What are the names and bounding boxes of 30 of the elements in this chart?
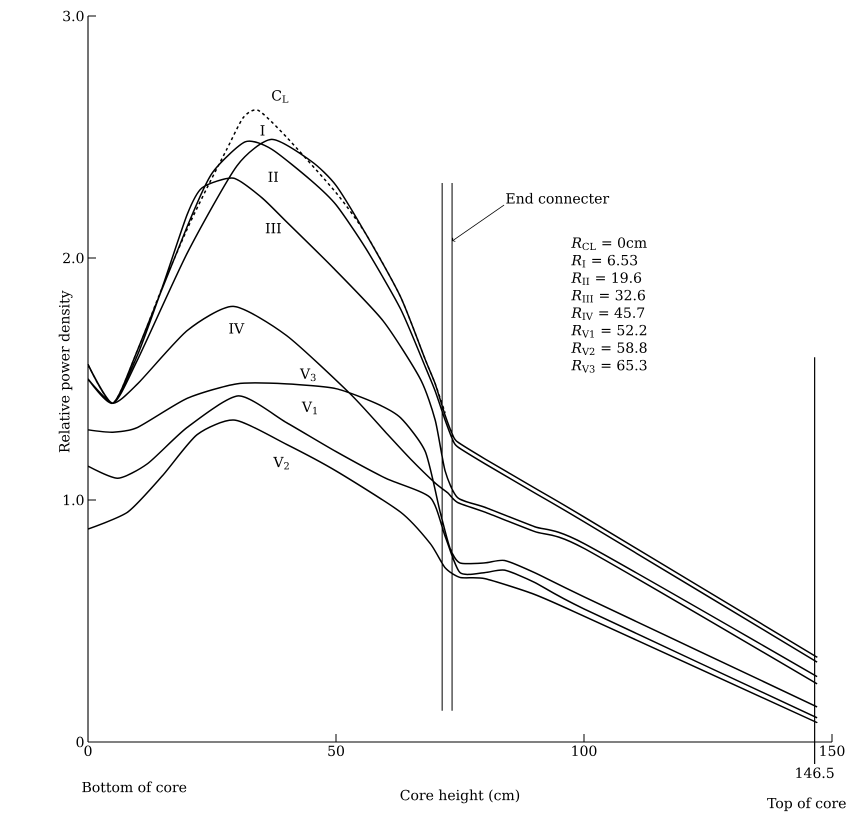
x-tick-label: 50 — [328, 746, 344, 756]
annotation: R$_{V2}$ = 58.8 — [571, 342, 647, 356]
y-tick-label: 1.0 — [64, 494, 84, 506]
annotation: R$_{V3}$ = 65.3 — [571, 360, 647, 373]
x-tick-label: 150 — [820, 746, 844, 756]
y-tick-label: 2.0 — [63, 252, 84, 264]
series-label: V$_{3}$ — [300, 368, 316, 382]
y-tick-label: 0 — [76, 736, 84, 748]
annotation: R$_{III}$ = 32.6 — [571, 290, 645, 302]
text: Top of core — [767, 798, 846, 812]
series-label: C$_{L}$ — [272, 90, 288, 103]
annotation: R$_{I}$ = 6.53 — [571, 254, 638, 268]
annotation: R$_{IV}$ = 45.7 — [571, 307, 644, 320]
annotation: R$_{V1}$ = 52.2 — [571, 324, 646, 338]
y-tick-label: 3.0 — [63, 10, 84, 22]
annotation: R$_{CL}$ = 0cm — [571, 237, 647, 250]
ref-line-label: 146.5 — [796, 768, 834, 778]
x-axis-title: Core height (cm) — [400, 790, 520, 804]
ref-line-label: End connecter — [506, 192, 610, 204]
series-label: V$_{1}$ — [302, 402, 317, 414]
text: Bottom of core — [82, 782, 186, 792]
series-label: V$_{2}$ — [273, 456, 289, 470]
series-label: III — [266, 223, 281, 234]
series-label: II — [268, 172, 278, 182]
series-label: IV — [229, 323, 244, 334]
series-label: I — [260, 125, 265, 136]
x-tick-label: 100 — [572, 746, 596, 756]
annotation: R$_{II}$ = 19.6 — [571, 272, 642, 285]
y-axis-title: Relative power density — [58, 290, 72, 452]
x-tick-label: 0 — [84, 746, 92, 756]
